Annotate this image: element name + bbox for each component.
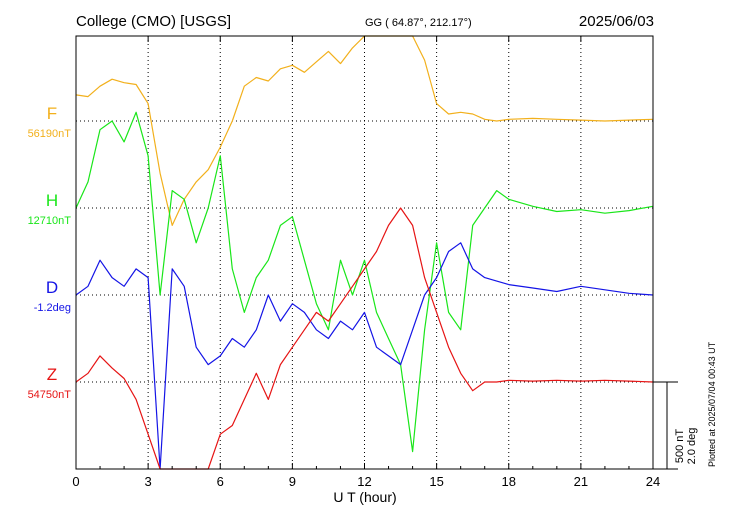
x-tick-label: 24 [646,474,660,489]
x-tick-label: 6 [217,474,224,489]
series-baseline-H: 12710nT [28,215,72,227]
x-tick-label: 9 [289,474,296,489]
grid [147,36,582,469]
x-tick-label: 15 [429,474,443,489]
scale-bar: 500 nT 2.0 deg [653,381,698,470]
series-name-H: H [46,191,58,210]
series-baseline-Z: 54750nT [28,389,72,401]
series-name-D: D [46,278,58,297]
x-ticks: 0 3 6 9 12 15 18 21 24 [72,36,660,489]
x-tick-label: 18 [502,474,516,489]
x-tick-label: 0 [72,474,79,489]
x-tick-label: 12 [357,474,371,489]
scale-deg-label: 2.0 deg [686,428,698,465]
x-axis-label: U T (hour) [333,489,396,505]
channel-labels: F 56190nT H 12710nT D -1.2deg Z 54750nT [28,104,72,401]
coords-label: GG ( 64.87°, 212.17°) [365,17,472,29]
series-name-Z: Z [47,365,57,384]
plotted-note: Plotted at 2025/07/04 00:43 UT [707,341,717,467]
series-baseline-F: 56190nT [28,128,72,140]
date-label: 2025/06/03 [579,13,654,30]
series-baseline-D: -1.2deg [34,302,71,314]
series-line-H [75,111,654,453]
baselines [76,120,653,383]
station-title: College (CMO) [USGS] [76,13,231,30]
x-tick-label: 21 [574,474,588,489]
series-name-F: F [47,104,57,123]
scale-nt-label: 500 nT [674,429,686,464]
x-tick-label: 3 [145,474,152,489]
series-line-F [75,35,654,226]
